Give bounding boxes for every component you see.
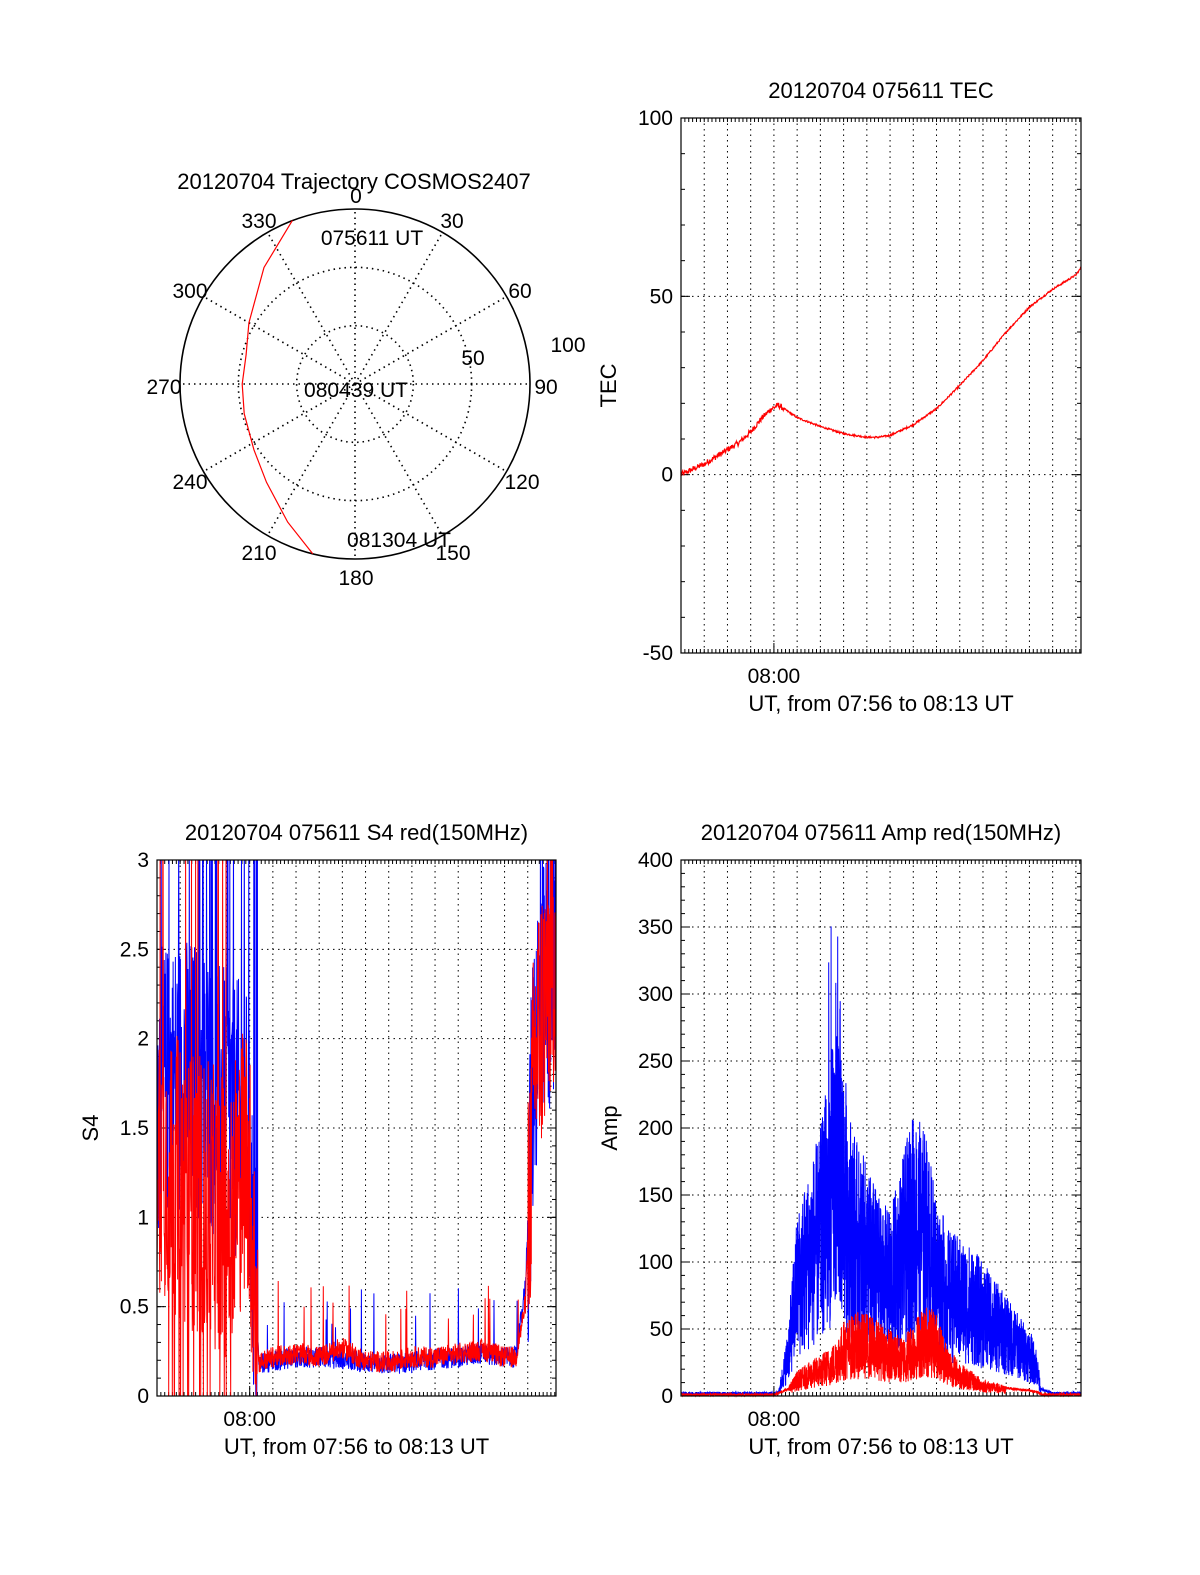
x-axis-label: UT, from 07:56 to 08:13 UT [748,1434,1013,1459]
azimuth-label: 150 [435,542,470,565]
time-label-end: 081304 UT [347,529,451,552]
y-tick-label: 300 [638,983,673,1006]
x-axis-label: UT, from 07:56 to 08:13 UT [224,1434,489,1459]
y-tick-label: 0 [661,1385,673,1408]
y-tick-label: 2 [137,1028,149,1051]
polar-spoke [266,383,356,536]
y-tick-label: -50 [643,642,673,665]
x-tick-label: 08:00 [748,1408,801,1431]
polar-spoke [354,232,444,385]
x-tick-label: 08:00 [748,665,801,688]
y-tick-label: 2.5 [120,938,149,961]
azimuth-label: 300 [172,280,207,303]
radius-label: 100 [550,334,585,357]
polar-outer-circle [179,208,531,560]
y-tick-label: 100 [638,1251,673,1274]
azimuth-label: 60 [508,280,531,303]
azimuth-label: 180 [338,567,373,590]
azimuth-label: 30 [440,210,463,233]
tec-chart: -50 0 50 100 08:00 20120704 075611 TEC UT, fro… [596,78,1082,716]
plot-frame [680,117,1082,654]
y-tick-label: 150 [638,1184,673,1207]
polar-spoke [266,232,356,385]
radius-label: 50 [461,347,484,370]
plot-frame [156,859,557,1397]
chart-title: 20120704 075611 S4 red(150MHz) [185,820,528,845]
y-axis-label: S4 [78,1115,103,1142]
chart-title: 20120704 Trajectory COSMOS2407 [177,169,530,194]
trajectory-line [241,220,314,555]
polar-spoke [354,295,507,385]
tec-series-line [680,266,1082,476]
y-tick-label: 0 [137,1385,149,1408]
y-tick-label: 50 [650,1318,673,1341]
s4-red-series-line [157,860,556,1396]
trajectory-polar-plot: 0 30 60 90 120 150 180 210 240 270 300 330 50 100 0756… [146,169,585,590]
y-tick-label: 200 [638,1117,673,1140]
y-tick-label: 1.5 [120,1117,149,1140]
azimuth-label: 0 [350,185,362,208]
azimuth-label: 90 [534,376,557,399]
amp-red-series-line [680,1307,1082,1398]
y-tick-label: 400 [638,849,673,872]
y-tick-label: 100 [638,107,673,130]
polar-ring [295,324,415,444]
polar-spoke [354,383,444,536]
azimuth-label: 240 [172,471,207,494]
time-label-start: 075611 UT [321,227,424,250]
time-label-mid: 080439 UT [304,379,408,402]
azimuth-label: 210 [241,542,276,565]
y-tick-label: 250 [638,1050,673,1073]
chart-title: 20120704 075611 TEC [768,78,994,103]
x-tick-label: 08:00 [223,1408,276,1431]
y-tick-label: 3 [137,849,149,872]
s4-chart: 0 0.5 1 1.5 2 2.5 3 08:00 20120704 075611 S4 red… [78,820,557,1459]
y-axis-label: Amp [597,1105,622,1150]
y-tick-label: 0.5 [120,1296,149,1319]
y-axis-label: TEC [596,363,621,407]
y-tick-label: 50 [650,285,673,308]
azimuth-label: 270 [146,376,181,399]
plot-frame [680,859,1082,1397]
y-tick-label: 1 [137,1206,149,1229]
y-tick-label: 0 [661,464,673,487]
chart-title: 20120704 075611 Amp red(150MHz) [701,820,1061,845]
azimuth-label: 330 [241,210,276,233]
x-axis-label: UT, from 07:56 to 08:13 UT [748,691,1013,716]
amp-chart: 0 50 100 150 200 250 300 350 400 08:00 20120704 07… [597,820,1082,1459]
polar-spoke [203,295,356,385]
azimuth-label: 120 [504,471,539,494]
y-tick-label: 350 [638,916,673,939]
